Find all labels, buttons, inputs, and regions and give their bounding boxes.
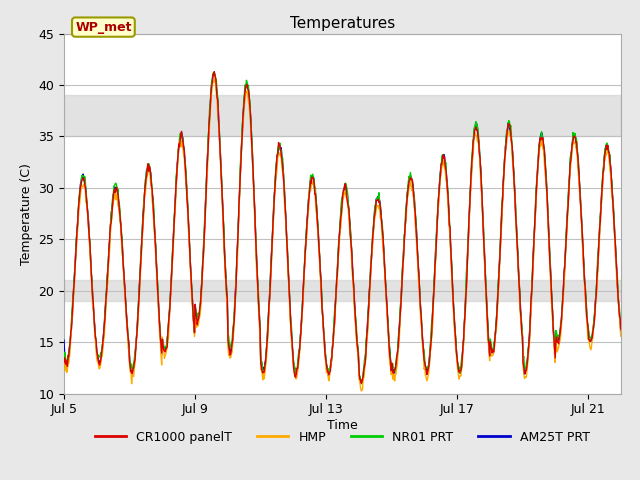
CR1000 panelT [124,329,131,335]
CR1000 panelT [617,327,625,333]
NR01 PRT [60,365,68,371]
Line: NR01 PRT: NR01 PRT [64,72,621,384]
NR01 PRT [358,381,365,387]
NR01 PRT [173,169,180,175]
HMP [135,296,143,302]
CR1000 panelT [357,381,365,386]
Title: Temperatures: Temperatures [290,16,395,31]
HMP [487,351,495,357]
HMP [357,388,365,394]
HMP [60,360,68,366]
NR01 PRT [210,70,218,75]
CR1000 panelT [211,69,218,74]
NR01 PRT [124,324,131,330]
Legend: CR1000 panelT, HMP, NR01 PRT, AM25T PRT: CR1000 panelT, HMP, NR01 PRT, AM25T PRT [90,426,595,448]
CR1000 panelT [349,275,357,281]
AM25T PRT [397,302,404,308]
Line: CR1000 panelT: CR1000 panelT [64,72,621,384]
AM25T PRT [357,379,365,385]
Text: WP_met: WP_met [75,21,132,34]
HMP [349,280,357,286]
AM25T PRT [173,172,180,178]
AM25T PRT [487,344,495,350]
NR01 PRT [397,299,404,304]
AM25T PRT [349,275,357,281]
Bar [64,280,621,301]
NR01 PRT [135,288,143,294]
NR01 PRT [487,340,495,346]
HMP [211,73,219,79]
HMP [173,175,180,181]
Line: HMP: HMP [64,76,621,391]
Bar [64,96,621,136]
HMP [617,333,625,339]
CR1000 panelT [397,300,404,305]
HMP [397,303,404,309]
AM25T PRT [135,286,143,292]
CR1000 panelT [487,345,495,351]
Line: AM25T PRT: AM25T PRT [64,73,621,382]
AM25T PRT [60,337,68,343]
CR1000 panelT [135,293,143,299]
X-axis label: Time: Time [327,419,358,432]
NR01 PRT [617,325,625,331]
Y-axis label: Temperature (C): Temperature (C) [20,163,33,264]
CR1000 panelT [173,172,180,178]
AM25T PRT [124,328,131,334]
CR1000 panelT [60,360,68,366]
HMP [124,330,131,336]
AM25T PRT [211,71,218,76]
NR01 PRT [349,271,357,277]
AM25T PRT [617,328,625,334]
